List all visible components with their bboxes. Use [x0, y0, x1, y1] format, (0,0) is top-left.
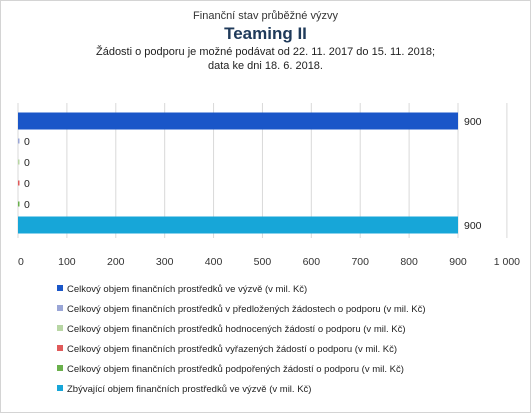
legend-item-1: Celkový objem finančních prostředků ve v…: [57, 280, 527, 300]
bar-value-label: 0: [24, 178, 30, 190]
bar-6: [18, 216, 458, 234]
legend-label: Celkový objem finančních prostředků ve v…: [67, 284, 308, 295]
chart-title: Teaming II: [224, 24, 307, 43]
x-tick-label: 1 000: [494, 256, 520, 268]
bar-value-label: 0: [24, 136, 30, 148]
bars: 900 0 0 0 0 900: [18, 112, 482, 234]
legend-label: Celkový objem finančních prostředků vyřa…: [67, 344, 398, 355]
legend-swatch: [57, 365, 63, 372]
legend-label: Celkový objem finančních prostředků v př…: [67, 304, 426, 315]
legend-swatch: [57, 285, 63, 292]
bar-2: [18, 138, 20, 144]
bar-value-label: 0: [24, 199, 30, 211]
bar-4: [18, 180, 20, 186]
x-tick-label: 600: [303, 256, 321, 268]
x-tick-label: 500: [254, 256, 272, 268]
bar-value-label: 0: [24, 157, 30, 169]
x-tick-label: 400: [205, 256, 223, 268]
x-tick-label: 300: [156, 256, 174, 268]
chart-subtitle: Finanční stav průběžné výzvy: [193, 10, 338, 22]
bar-3: [18, 159, 20, 165]
legend-label: Zbývající objem finančních prostředků ve…: [67, 384, 312, 395]
legend-swatch: [57, 345, 63, 352]
legend-label: Celkový objem finančních prostředků hodn…: [67, 324, 406, 335]
legend-swatch: [57, 385, 63, 392]
bar-value-label: 900: [464, 116, 482, 128]
bar-5: [18, 201, 20, 207]
chart-header: Finanční stav průběžné výzvy Teaming II …: [0, 10, 531, 73]
legend-item-6: Zbývající objem finančních prostředků ve…: [57, 380, 527, 400]
legend-label: Celkový objem finančních prostředků podp…: [67, 364, 404, 375]
chart-description-line-2: data ke dni 18. 6. 2018.: [208, 60, 323, 72]
legend-item-3: Celkový objem finančních prostředků hodn…: [57, 320, 527, 340]
bar-value-label: 900: [464, 220, 482, 232]
chart-description-line-1: Žádosti o podporu je možné podávat od 22…: [95, 46, 435, 58]
legend-item-4: Celkový objem finančních prostředků vyřa…: [57, 340, 527, 360]
legend-item-2: Celkový objem finančních prostředků v př…: [57, 300, 527, 320]
x-tick-label: 700: [351, 256, 369, 268]
bar-1: [18, 112, 458, 130]
x-tick-label: 0: [18, 256, 24, 268]
chart-legend: Celkový objem finančních prostředků ve v…: [57, 280, 527, 400]
x-tick-label: 200: [107, 256, 125, 268]
x-tick-label: 900: [449, 256, 467, 268]
legend-swatch: [57, 305, 63, 312]
legend-item-5: Celkový objem finančních prostředků podp…: [57, 360, 527, 380]
x-tick-label: 800: [400, 256, 418, 268]
x-tick-label: 100: [58, 256, 76, 268]
x-axis-ticks: 0 100 200 300 400 500 600 700 800 900 1 000: [18, 256, 520, 268]
legend-swatch: [57, 325, 63, 332]
